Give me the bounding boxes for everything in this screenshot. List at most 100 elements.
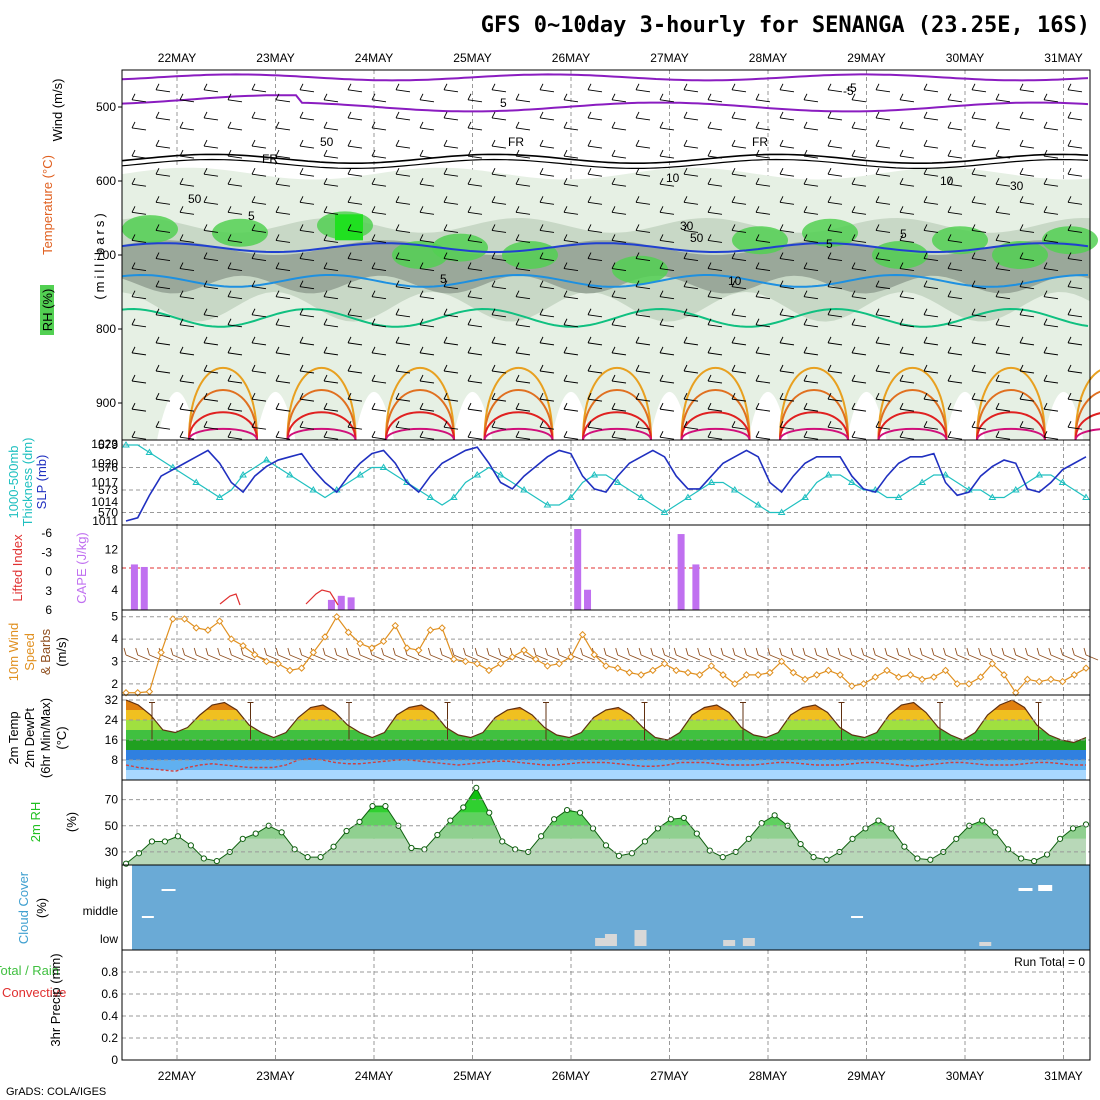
wind-speed-marker [356, 639, 364, 648]
wind-barb [707, 296, 723, 300]
wind-barb-flag [179, 346, 184, 354]
wind-barb [611, 324, 627, 328]
wind-barb [968, 654, 982, 661]
wind-barb [779, 145, 795, 149]
wind-barb [587, 342, 603, 346]
slp-tick: 1017 [91, 476, 118, 490]
wind-barb-flag [611, 402, 616, 410]
cloud-tick: middle [83, 904, 119, 918]
wind-barb [203, 398, 219, 402]
wind-barb-flag [779, 392, 784, 400]
wind-barb-flag [443, 196, 448, 203]
wind-barb [563, 408, 579, 412]
wind-barb-flag [419, 431, 424, 438]
wind-barb-flag [467, 431, 472, 438]
cape-bar [574, 529, 582, 610]
wind-barb-flag [563, 234, 568, 241]
wind-barb [347, 89, 363, 93]
wind-barb [539, 286, 555, 290]
temp-contour-arc [976, 411, 1046, 441]
wind-barb [371, 99, 387, 103]
wind-barb-flag [539, 252, 544, 259]
wind-barb [563, 436, 579, 440]
wind-barb [923, 314, 939, 318]
temp-tick: 16 [105, 733, 119, 747]
wind-barb-flag [731, 252, 736, 259]
wind-barb [995, 380, 1011, 384]
wind-barb-flag [779, 167, 784, 175]
wind-barb [227, 211, 243, 215]
wind-barb [851, 380, 867, 384]
wind-barb-flag [875, 421, 880, 428]
wind-barb [179, 99, 195, 103]
wind-barb [707, 239, 723, 243]
rh-marker [1005, 846, 1012, 853]
wind-barb-flag [323, 431, 328, 438]
wind-barb-flag [803, 177, 808, 185]
wind-barb-flag [995, 262, 1000, 269]
wind-barb-flag [635, 139, 640, 147]
wind-barb [406, 654, 420, 661]
wind-barb-flag [170, 647, 174, 656]
rh-legend-box [40, 285, 54, 335]
wind-barb [779, 426, 795, 430]
pressure-tick-label: 700 [96, 248, 116, 262]
wind-barb-flag [491, 83, 496, 91]
rh2m-unit: (%) [64, 812, 79, 832]
wind-barb-flag [875, 308, 880, 315]
temp-band [126, 740, 1086, 750]
wind-barb [207, 654, 221, 661]
wind-barb [203, 370, 219, 374]
wind-barb-flag [323, 149, 328, 157]
wind-barb [323, 183, 339, 187]
rh-gap [748, 391, 788, 440]
wind-barb-flag [539, 224, 544, 231]
wind-barb-flag [947, 234, 952, 241]
wind-barb-flag [731, 336, 736, 344]
wind-barb [827, 314, 843, 318]
wind-speed-marker [286, 666, 294, 675]
wind-barb [971, 258, 987, 261]
wind-barb-flag [1067, 280, 1072, 287]
wind-barb-flag [563, 121, 568, 129]
wind-barb-flag [1025, 647, 1028, 656]
wind-barb-flag [1071, 647, 1075, 656]
wind-barb-flag [683, 83, 688, 91]
temp-contour-arc [779, 389, 849, 441]
wind-barb [659, 127, 675, 131]
wind-barb [563, 155, 579, 159]
wind-barb [1043, 324, 1059, 328]
wind-barb [515, 183, 531, 187]
wind-speed-marker [1023, 675, 1032, 684]
wind-barb [491, 117, 507, 121]
wind-barb-flag [227, 177, 232, 185]
wind-barb [491, 370, 507, 374]
wind-barb [155, 173, 171, 177]
wind-speed-marker [731, 680, 739, 688]
wind-barb-flag [227, 374, 232, 382]
wind-barb [299, 314, 315, 318]
contour-label: -5 [846, 81, 857, 95]
wind-barb-flag [659, 149, 664, 157]
wind-barb-flag [803, 93, 808, 101]
wind-barb [731, 173, 747, 177]
contour-label: 5 [826, 237, 833, 251]
wind-speed-marker [754, 671, 762, 679]
wind-barb [971, 229, 987, 233]
wind-barb [779, 173, 795, 177]
wind-barb-flag [971, 111, 976, 119]
wind-barb [659, 155, 675, 159]
temp-contour-arc [779, 427, 849, 441]
wind-barb [155, 342, 171, 346]
thickness-marker [122, 441, 130, 448]
thickness-label-2: Thickness (dm) [20, 438, 35, 527]
wind-speed-marker [871, 673, 879, 681]
temp-contour-arc [1074, 390, 1100, 441]
wind-barb [323, 352, 339, 356]
wind-barb [587, 398, 603, 402]
wind-barb-flag [635, 336, 640, 344]
contour-label: FR [752, 135, 768, 149]
wind-barb [1067, 89, 1083, 93]
wind-barb-flag [203, 224, 208, 231]
wind-speed-marker [824, 666, 833, 675]
